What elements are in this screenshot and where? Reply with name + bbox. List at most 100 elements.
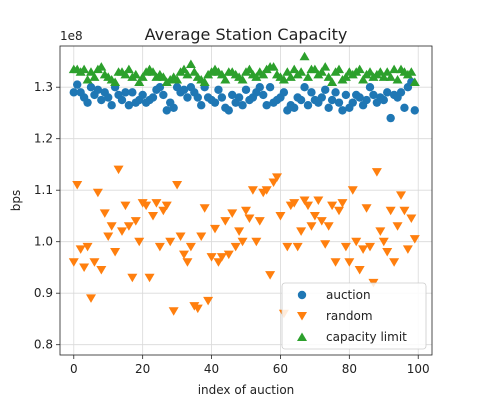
data-point [128, 88, 137, 97]
data-point [179, 250, 189, 260]
data-point [278, 74, 289, 84]
data-point [238, 101, 247, 110]
legend-label: auction [326, 288, 371, 302]
data-point [107, 101, 116, 110]
data-point [197, 101, 206, 110]
plot-border [59, 45, 433, 356]
data-point [86, 67, 96, 76]
data-point [385, 206, 396, 216]
series-auction [69, 77, 419, 123]
data-point [96, 266, 107, 275]
data-point [382, 67, 393, 76]
data-point [79, 263, 90, 272]
data-point [83, 98, 92, 107]
data-point [258, 69, 269, 79]
legend-marker [297, 312, 307, 321]
data-point [282, 67, 293, 76]
data-point [327, 77, 338, 87]
data-point [182, 258, 193, 267]
data-point [334, 98, 344, 107]
legend-marker [297, 332, 307, 341]
data-point [121, 88, 130, 97]
data-point [296, 67, 307, 76]
y-axis-offset-label: 1e8 [60, 29, 83, 43]
data-point [330, 258, 341, 267]
data-point [175, 232, 186, 242]
data-point [120, 69, 131, 79]
data-point [251, 72, 262, 81]
data-point [327, 201, 338, 211]
data-point [341, 90, 351, 100]
data-point [124, 101, 134, 110]
data-point [406, 67, 417, 76]
x-tick-label: 80 [342, 362, 357, 376]
data-point [351, 237, 362, 247]
x-tick-label: 100 [407, 362, 430, 376]
data-point [320, 240, 331, 249]
data-point [358, 74, 369, 84]
data-point [148, 93, 158, 102]
legend-label: random [326, 309, 373, 323]
x-axis-label: index of auction [198, 383, 295, 397]
data-point [382, 248, 393, 257]
data-point [155, 83, 165, 92]
data-point [306, 222, 317, 231]
data-point [193, 93, 202, 102]
data-point [289, 64, 300, 74]
data-point [82, 74, 93, 84]
data-point [313, 196, 324, 205]
data-point [99, 209, 110, 218]
data-point [172, 74, 183, 84]
data-point [247, 186, 258, 195]
data-point [299, 196, 310, 205]
data-point [151, 199, 162, 208]
x-tick-label: 40 [204, 362, 219, 376]
data-point [182, 69, 193, 79]
data-point [165, 237, 176, 247]
legend-marker [297, 290, 307, 300]
data-point [400, 103, 409, 113]
data-point [137, 72, 148, 81]
x-tick-label: 60 [273, 362, 288, 376]
data-point [113, 165, 124, 175]
data-point [324, 103, 333, 113]
data-point [261, 186, 272, 195]
data-point [321, 85, 330, 94]
data-point [392, 74, 403, 84]
data-point [79, 64, 90, 74]
data-point [334, 64, 344, 74]
data-point [290, 103, 299, 113]
data-point [179, 85, 189, 94]
data-point [355, 93, 364, 102]
data-point [392, 222, 403, 231]
data-point [265, 271, 276, 280]
data-point [323, 222, 334, 231]
data-point [216, 253, 227, 262]
data-point [141, 201, 152, 211]
data-point [244, 64, 255, 74]
data-point [86, 83, 96, 92]
data-point [289, 199, 300, 208]
data-point [172, 181, 183, 190]
data-point [210, 224, 220, 234]
data-point [158, 72, 169, 81]
data-point [169, 103, 178, 113]
data-point [217, 93, 227, 102]
data-point [378, 72, 389, 81]
data-point [320, 62, 331, 71]
data-point [199, 77, 210, 87]
data-point [279, 88, 289, 97]
data-point [192, 304, 203, 314]
data-point [110, 248, 121, 257]
data-point [69, 88, 78, 97]
data-point [365, 242, 375, 252]
data-point [199, 204, 210, 213]
data-point [272, 173, 282, 182]
y-tick-label: 1.2 [34, 132, 53, 146]
data-point [317, 93, 326, 102]
data-point [296, 227, 307, 236]
data-point [409, 77, 420, 87]
data-point [89, 258, 100, 267]
data-point [316, 217, 327, 226]
